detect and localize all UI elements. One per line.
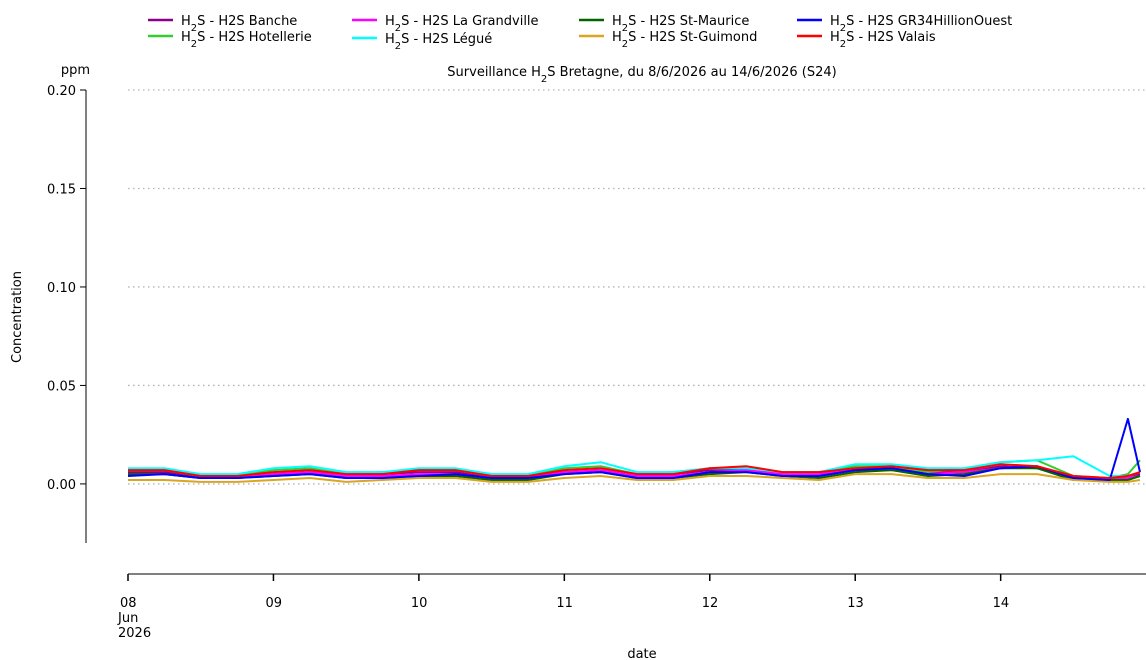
x-tick-label: 09 [265,596,282,611]
x-tick-label: 13 [847,596,864,611]
y-tick-label: 0.15 [47,182,76,197]
gridlines [128,89,1146,485]
x-axis-label: date [627,647,656,660]
series-lines [127,417,1141,483]
series-line [128,473,1141,483]
legend-entry: H2S - H2S Hotellerie [181,30,312,50]
y-tick-label: 0.10 [47,281,76,296]
x-tick-label: 11 [556,596,573,611]
y-axis-label: Concentration [10,271,25,363]
series-line [128,455,1141,477]
y-unit-label: ppm [61,63,90,78]
series-line [128,463,1141,479]
chart-title: Surveillance H2S Bretagne, du 8/6/2026 a… [447,65,836,85]
series-line [127,417,1141,481]
legend-entry: H2S - H2S Banche [181,14,297,34]
legend-entry: H2S - H2S Valais [830,30,936,50]
legend-entry: H2S - H2S St-Maurice [612,14,749,34]
y-tick-label: 0.05 [47,379,76,394]
y-tick-label: 0.20 [47,84,76,99]
x-tick-label: 12 [702,596,719,611]
x-tick-label: 10 [411,596,428,611]
x-tick-label: 08 [120,596,137,611]
legend-entry: H2S - H2S GR34HillionOuest [830,14,1012,34]
legend-entry: H2S - H2S La Grandville [385,14,539,34]
legend-entry: H2S - H2S Légué [385,32,492,52]
legend-entry: H2S - H2S St-Guimond [612,30,757,50]
y-tick-label: 0.00 [47,478,76,493]
x-tick-sublabel: Jun [117,611,138,626]
x-tick-sublabel: 2026 [118,626,151,641]
x-tick-label: 14 [993,596,1010,611]
